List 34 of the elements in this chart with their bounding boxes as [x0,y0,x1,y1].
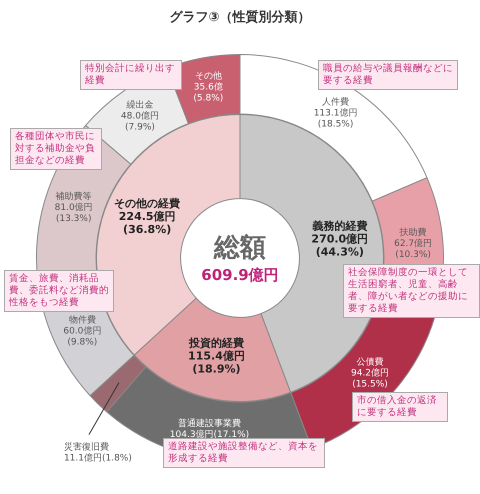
data-label: 48.0億円 (7.9%) [120,110,159,132]
text: 各種団体や市民に対する補助金や負担金などの経費 [10,128,102,170]
slice-label: 繰出金 [125,99,154,110]
slice-label: 公債費 [356,356,384,368]
data-label: 94.2億円 (15.5%) [350,368,390,390]
slice-label: 補助費等 [56,191,92,202]
data-label: 11.1億円(1.8%) [64,452,132,464]
data-label: 60.0億円 (9.8%) [63,325,102,348]
data-label: 104.3億円(17.1%) [170,428,250,440]
chart-title: グラフ③（性質別分類） [168,8,312,26]
slice-label: 人件費 [322,96,350,108]
data-label: 81.0億円 (13.3%) [54,202,93,224]
text: 特別会計に繰り出す経費 [80,60,182,90]
slice-label: 義務的経費 [311,220,368,233]
data-label: 62.7億円 (10.3%) [394,238,432,260]
data-label: 113.1億円 (18.5%) [314,107,358,130]
data-label: 270.0億円 (44.3%) [311,232,368,259]
text: 609.9億円 [200,266,280,285]
slice-label: その他 [194,70,222,82]
text: 市の借入金の返済に要する経費 [352,392,448,422]
data-label: 35.6億 (5.8%) [193,82,224,104]
slice-label: 投資的経費 [188,336,244,350]
text: 総額 [212,232,267,265]
data-label: 115.4億円 (18.9%) [188,350,245,376]
text: 道路建設や施設整備など、資本を形成する経費 [163,438,325,468]
slice-label: 物件費 [68,314,96,326]
text: 職員の給与や議員報酬などに要する経費 [318,60,458,90]
slice-label: 普通建設事業費 [178,418,241,429]
text: 社会保障制度の一環として生活困窮者、児童、高齢者、障がい者などの援助に要する経費 [343,264,480,318]
slice-label: 扶助費 [398,226,427,238]
slice-label: その他の経費 [114,197,180,210]
text: 賃金、旅費、消耗品費、委託料など消費的性格をもつ経費 [4,270,114,312]
data-label: 224.5億円 (36.8%) [118,210,176,236]
slice-label: 災害復旧費 [64,441,109,452]
